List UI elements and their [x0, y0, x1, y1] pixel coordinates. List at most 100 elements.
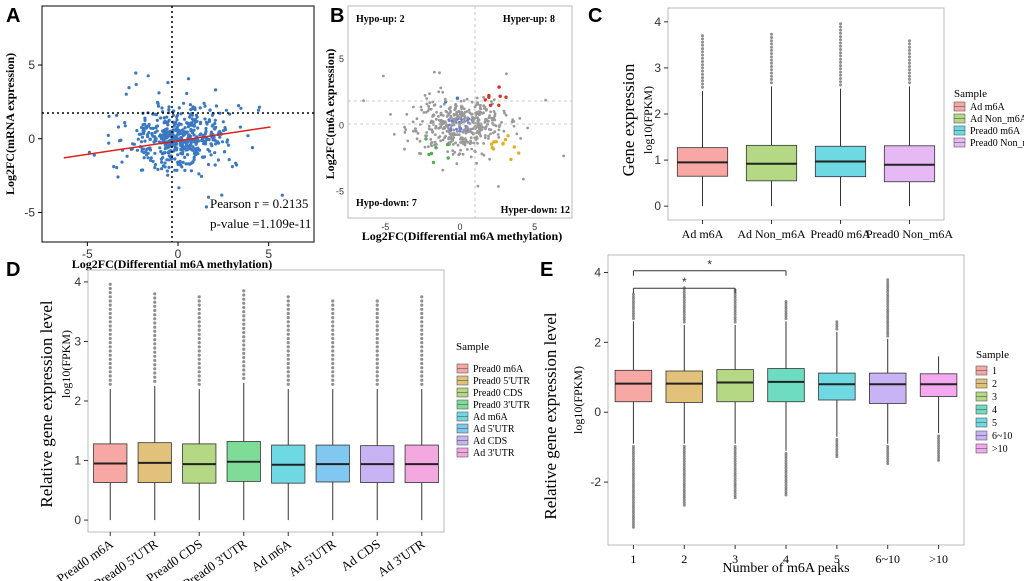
panel-d-legend-label: Ad m6A: [473, 412, 509, 423]
panel-e-ytick-label: -2: [590, 475, 601, 489]
panel-b-point: [467, 108, 471, 112]
panel-d-outlier: [153, 371, 157, 375]
panel-e-outlier: [886, 295, 890, 299]
panel-e-outlier: [886, 327, 890, 331]
panel-e-outlier: [631, 467, 635, 470]
panel-b-point: [489, 128, 493, 132]
panel-e-outlier: [682, 313, 686, 317]
panel-e-outlier: [631, 295, 635, 299]
panel-a-point: [206, 162, 211, 167]
panel-d-legend-label: Ad 5'UTR: [473, 424, 515, 435]
panel-e-outlier: [886, 290, 890, 294]
panel-b-point: [493, 130, 497, 134]
panel-d-outlier: [420, 361, 424, 366]
panel-b-point: [419, 152, 423, 156]
panel-e-outlier: [784, 476, 788, 480]
panel-d-outlier: [153, 379, 157, 383]
panel-b-hyper-down-point: [512, 145, 516, 149]
panel-d-legend-label: Ad CDS: [473, 436, 507, 447]
panel-a-point: [167, 105, 171, 109]
panel-b-hypo-down-point: [431, 160, 436, 165]
panel-c-outlier: [839, 28, 842, 32]
panel-b-point: [497, 128, 501, 132]
panel-e-box: [716, 369, 754, 403]
panel-b-point: [512, 124, 516, 128]
panel-b-point: [466, 148, 469, 151]
panel-a-point: [146, 74, 150, 78]
panel-a-point: [234, 163, 239, 167]
panel-e-outlier: [784, 474, 788, 477]
panel-b-point: [452, 123, 456, 127]
panel-b-point: [562, 154, 566, 158]
panel-b-point: [483, 136, 487, 140]
panel-e-outlier: [631, 312, 635, 316]
panel-b-point: [477, 110, 481, 114]
panel-b-point: [469, 130, 472, 134]
panel-c-outlier: [908, 48, 911, 52]
panel-a-point: [199, 120, 203, 124]
panel-d-outlier: [420, 295, 424, 299]
panel-a-point: [173, 157, 177, 161]
panel-e-outlier: [631, 302, 635, 306]
panel-a-point: [161, 129, 165, 133]
panel-b-point: [454, 141, 457, 145]
panel-b-point: [494, 124, 498, 128]
panel-b-point: [422, 111, 426, 114]
panel-e-outlier: [784, 483, 788, 487]
panel-d-outlier: [331, 349, 335, 353]
panel-d-outlier: [331, 299, 335, 303]
panel-a-point: [222, 129, 226, 133]
panel-a-point: [155, 124, 160, 128]
panel-a-point: [180, 146, 184, 150]
panel-b-point: [455, 133, 459, 137]
panel-e-outlier: [784, 314, 788, 318]
panel-e-outlier: [631, 447, 635, 451]
panel-e-outlier: [733, 452, 737, 456]
panel-e-xtick-label: 6~10: [875, 552, 900, 566]
panel-c-outlier: [839, 35, 842, 39]
panel-d-outlier: [197, 353, 201, 357]
panel-d-outlier: [108, 361, 112, 366]
panel-e-outlier: [733, 313, 737, 317]
panel-e-box: [818, 372, 856, 401]
panel-e-outlier: [682, 469, 686, 473]
panel-d-outlier: [108, 320, 112, 324]
panel-b-hypo-down: Hypo-down: 7: [356, 198, 417, 209]
panel-d-outlier: [331, 324, 335, 328]
panel-a-point: [141, 123, 145, 127]
panel-b-point: [451, 153, 455, 156]
panel-d-outlier: [197, 311, 201, 316]
panel-a-point: [202, 141, 206, 146]
panel-c-legend-label: Ad m6A: [970, 102, 1006, 113]
panel-b-point: [476, 184, 480, 188]
panel-a-point: [160, 160, 164, 164]
panel-d-outlier: [242, 289, 246, 293]
panel-a-point: [175, 137, 179, 141]
panel-a-point: [183, 117, 187, 121]
panel-e-outlier: [733, 459, 737, 463]
panel-a-point: [223, 150, 227, 154]
panel-a-point: [173, 122, 177, 126]
panel-e-outlier: [886, 445, 890, 448]
panel-b-hyper-up: Hyper-up: 8: [503, 14, 555, 25]
panel-e-legend-label: >10: [992, 444, 1008, 455]
panel-d-outlier: [286, 341, 290, 345]
panel-b-point: [449, 109, 452, 113]
panel-a-point: [131, 142, 135, 146]
panel-b-point: [447, 137, 450, 141]
panel-b-point: [470, 112, 474, 116]
panel-c-outlier: [770, 48, 773, 52]
panel-e-outlier: [682, 445, 686, 448]
panel-a-point: [192, 155, 196, 160]
panel-d-outlier: [197, 303, 201, 307]
panel-d-legend-label: Pread0 CDS: [473, 388, 523, 399]
panel-d-outlier: [286, 307, 290, 311]
panel-c-outlier: [770, 77, 773, 81]
panel-d-outlier: [375, 336, 379, 341]
panel-e-ylabel: Relative gene expression level: [541, 312, 560, 520]
panel-e-outlier: [631, 471, 635, 475]
panel-b-point: [439, 105, 443, 108]
panel-d-outlier: [108, 303, 112, 307]
panel-e-outlier: [886, 280, 890, 284]
panel-b-point: [504, 113, 508, 117]
